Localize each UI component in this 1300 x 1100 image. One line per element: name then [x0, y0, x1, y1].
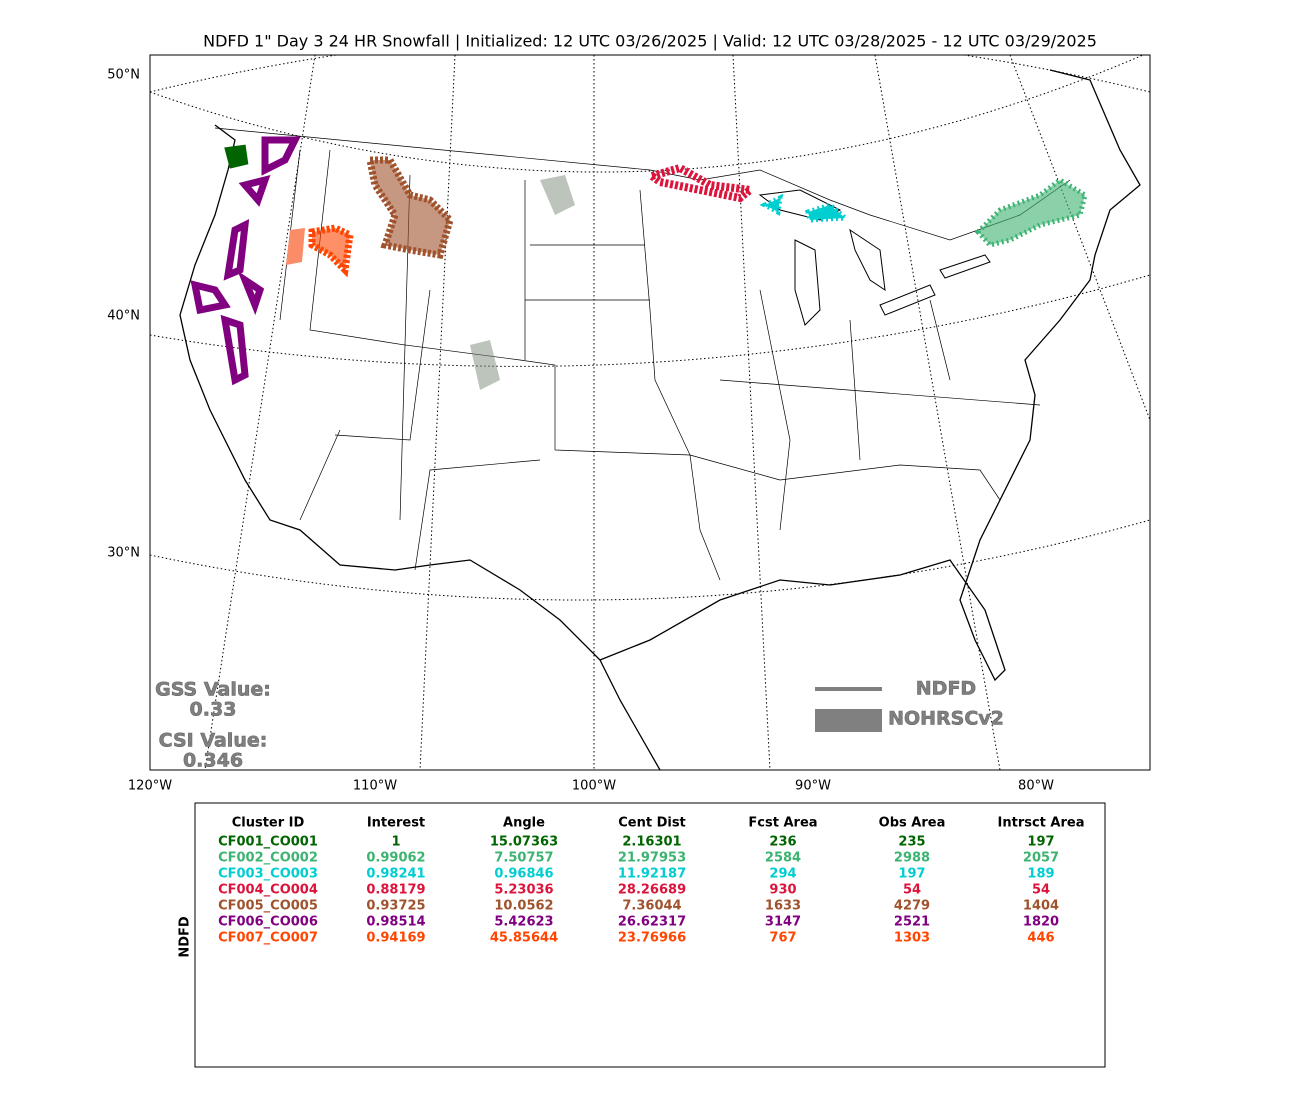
table-cell: 446 — [1027, 931, 1054, 946]
table-cell: 2521 — [894, 915, 930, 930]
table-cell: 26.62317 — [618, 915, 686, 930]
table-frame — [194, 802, 1106, 1068]
table-cell: 1404 — [1023, 899, 1059, 914]
table-cell: 45.85644 — [490, 931, 558, 946]
lat-label: 50°N — [107, 68, 140, 83]
cluster-4 — [643, 163, 760, 203]
table-header: Obs Area — [879, 816, 946, 831]
lon-label: 100°W — [572, 779, 616, 794]
table-cell: 54 — [1032, 883, 1050, 898]
table-cell: 930 — [769, 883, 796, 898]
map-frame — [149, 54, 1151, 771]
csi-value: 0.346 — [183, 750, 243, 772]
table-cell: 0.98514 — [366, 915, 425, 930]
table-cell: CF007_CO007 — [218, 931, 318, 946]
table-cell: 5.42623 — [494, 915, 553, 930]
gss-label: GSS Value: — [155, 679, 271, 701]
table-cell: 1633 — [765, 899, 801, 914]
table-cell: 7.36044 — [622, 899, 681, 914]
table-header: Interest — [367, 816, 425, 831]
table-header: Cluster ID — [232, 816, 305, 831]
borders — [214, 127, 1071, 581]
cluster-3 — [759, 193, 852, 223]
title: NDFD 1" Day 3 24 HR Snowfall | Initializ… — [203, 32, 1097, 51]
table-cell: 1 — [391, 835, 400, 850]
axis-labels: 50°N 40°N 30°N 120°W 110°W 100°W 90°W 80°W — [107, 68, 1054, 794]
table-cell: 28.26689 — [618, 883, 686, 898]
table-header: Cent Dist — [618, 816, 686, 831]
table-cell: 0.98241 — [366, 867, 425, 882]
lon-label: 80°W — [1018, 779, 1054, 794]
table-cell: 2988 — [894, 851, 930, 866]
obs-object — [470, 175, 575, 390]
table-cell: 2057 — [1023, 851, 1059, 866]
table-cell: 236 — [769, 835, 796, 850]
table-cell: 2.16301 — [622, 835, 681, 850]
table-cell: 23.76966 — [618, 931, 686, 946]
table-header: Angle — [503, 816, 545, 831]
table-cell: 5.23036 — [494, 883, 553, 898]
table-cell: 7.50757 — [494, 851, 553, 866]
stats: GSS Value: 0.33 CSI Value: 0.346 — [155, 678, 271, 772]
table-cell: 11.92187 — [618, 867, 686, 882]
table-cell: 10.0562 — [494, 899, 553, 914]
table-cell: 294 — [769, 867, 796, 882]
legend-patch — [815, 709, 882, 732]
table-cell: CF001_CO001 — [218, 835, 318, 850]
lon-label: 90°W — [795, 779, 831, 794]
table: Cluster ID Interest Angle Cent Dist Fcst Are… — [218, 816, 1084, 946]
obs-object — [286, 228, 305, 265]
table-cell: 189 — [1027, 867, 1054, 882]
table-cell: CF006_CO006 — [218, 915, 318, 930]
table-cell: CF005_CO005 — [218, 899, 318, 914]
table-cell: CF003_CO003 — [218, 867, 318, 882]
table-cell: 197 — [1027, 835, 1054, 850]
table-cell: 15.07363 — [490, 835, 558, 850]
legend-label: NOHRSCv2 — [888, 708, 1004, 730]
snow-objects — [190, 136, 1088, 390]
table-header: Intrsct Area — [998, 816, 1085, 831]
table-cell: CF002_CO002 — [218, 851, 318, 866]
cluster-5 — [365, 156, 454, 259]
table-cell: 1303 — [894, 931, 930, 946]
table-cell: 0.94169 — [366, 931, 425, 946]
table-cell: CF004_CO004 — [218, 883, 318, 898]
table-cell: 0.93725 — [366, 899, 425, 914]
table-cell: 197 — [898, 867, 925, 882]
table-cell: 0.96846 — [494, 867, 553, 882]
table-cell: 0.88179 — [366, 883, 425, 898]
lon-label: 110°W — [353, 779, 397, 794]
legend-label: NDFD — [916, 678, 976, 700]
table-cell: 0.99062 — [366, 851, 425, 866]
legend: NDFD NOHRSCv2 — [815, 677, 1004, 732]
lat-label: 30°N — [107, 546, 140, 561]
lat-label: 40°N — [107, 309, 140, 324]
coastline — [179, 69, 1141, 770]
map — [149, 54, 1151, 771]
table-cell: 235 — [898, 835, 925, 850]
table-cell: 2584 — [765, 851, 801, 866]
table-cell: 3147 — [765, 915, 801, 930]
cluster-7 — [308, 224, 354, 278]
table-cell: 1820 — [1023, 915, 1059, 930]
table-header: Fcst Area — [748, 816, 817, 831]
table-cell: 4279 — [894, 899, 930, 914]
cluster-6 — [190, 136, 301, 386]
gss-value: 0.33 — [190, 699, 237, 721]
lon-label: 120°W — [128, 779, 172, 794]
table-cell: 54 — [903, 883, 921, 898]
cluster-2 — [974, 176, 1088, 248]
csi-label: CSI Value: — [159, 730, 268, 752]
cluster-1 — [224, 144, 249, 169]
table-cell: 21.97953 — [618, 851, 686, 866]
table-side-label: NDFD — [178, 916, 193, 958]
table-cell: 767 — [769, 931, 796, 946]
